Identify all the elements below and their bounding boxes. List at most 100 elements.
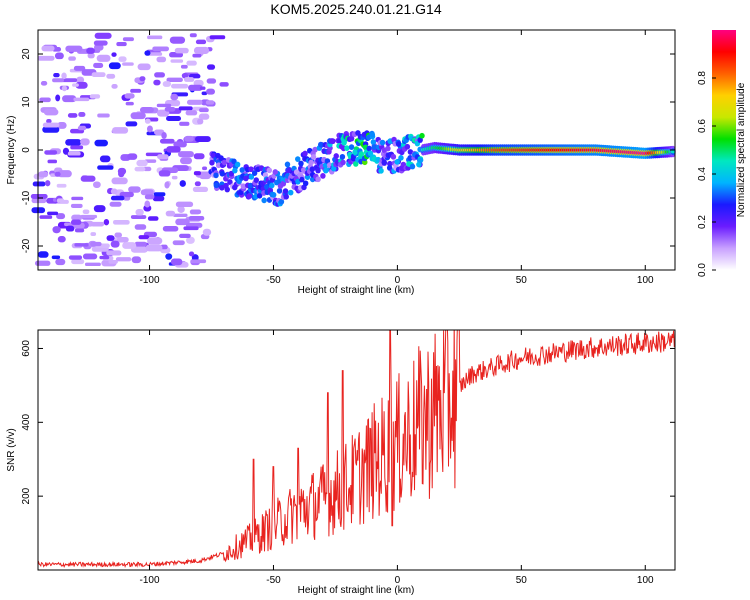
- trace-cell: [215, 162, 222, 169]
- trace-cell: [266, 167, 273, 174]
- noise-cell: [97, 113, 110, 118]
- trace-cell: [333, 153, 339, 159]
- trace-cell: [370, 139, 377, 146]
- noise-cell: [124, 93, 135, 99]
- chart-title: KOM5.2025.240.01.21.G14: [270, 1, 441, 17]
- noise-cell: [162, 81, 172, 87]
- noise-cell: [147, 35, 163, 40]
- noise-cell: [144, 50, 151, 56]
- noise-cell: [41, 45, 55, 52]
- noise-cell: [73, 97, 90, 102]
- noise-cell: [74, 243, 89, 247]
- snr-y-tick-label: 400: [21, 414, 32, 431]
- noise-cell: [170, 93, 179, 101]
- trace-cell: [248, 166, 254, 173]
- noise-cell: [199, 108, 209, 113]
- trace-cell: [283, 193, 289, 200]
- noise-cell: [162, 226, 179, 232]
- trace-cell: [213, 182, 220, 189]
- noise-cell: [156, 56, 167, 63]
- noise-cell: [110, 240, 120, 248]
- noise-cell: [195, 39, 207, 45]
- noise-cell: [144, 200, 151, 208]
- trace-cell: [409, 163, 416, 170]
- noise-cell: [130, 88, 142, 93]
- noise-cell: [71, 196, 84, 201]
- noise-cell: [188, 84, 203, 91]
- trace-cell: [358, 151, 365, 157]
- trace-cell: [395, 141, 402, 147]
- noise-cell: [57, 121, 67, 129]
- noise-cell: [190, 259, 207, 264]
- trace-cell: [227, 179, 233, 185]
- noise-cell: [106, 235, 115, 241]
- noise-cell: [112, 219, 130, 225]
- noise-cell: [43, 108, 59, 116]
- noise-cell: [65, 45, 83, 52]
- noise-cell: [61, 72, 67, 80]
- noise-cell: [180, 64, 188, 69]
- noise-cell: [56, 198, 65, 203]
- noise-cell: [206, 88, 215, 95]
- noise-cell: [147, 216, 159, 221]
- noise-cell: [30, 194, 48, 199]
- noise-cell: [99, 155, 111, 163]
- noise-cell: [193, 171, 202, 176]
- noise-cell: [135, 208, 144, 216]
- noise-cell: [186, 236, 195, 244]
- noise-cell: [68, 56, 76, 61]
- trace-core: [670, 149, 676, 154]
- noise-cell: [70, 219, 82, 225]
- trace-cell: [341, 139, 347, 146]
- noise-cell: [177, 205, 185, 213]
- noise-cell: [172, 240, 185, 246]
- noise-cell: [136, 159, 148, 167]
- spectrogram-y-tick-label: 0: [21, 147, 32, 153]
- noise-cell: [61, 85, 68, 92]
- trace-cell: [419, 132, 425, 139]
- spectrogram-x-ticks: -100 -50 0 50 100: [140, 30, 654, 286]
- trace-cell: [295, 156, 301, 163]
- colorbar-tick-label: 0.6: [697, 119, 708, 133]
- trace-cell: [350, 155, 357, 162]
- noise-cell: [125, 101, 134, 106]
- noise-cell: [154, 72, 165, 78]
- noise-cell: [39, 215, 53, 219]
- trace-cell: [407, 154, 413, 161]
- noise-cell: [184, 135, 194, 142]
- noise-cell: [128, 186, 141, 193]
- snr-y-tick-label: 600: [21, 340, 32, 357]
- noise-cell: [37, 251, 49, 258]
- noise-cell: [76, 76, 85, 84]
- spectrogram-y-ticks: -20 -10 0 10 20: [21, 48, 675, 253]
- trace-cell: [318, 141, 324, 148]
- noise-cell: [156, 103, 172, 108]
- noise-cell: [153, 79, 161, 86]
- noise-cell: [145, 244, 163, 252]
- trace-cell: [387, 160, 393, 167]
- trace-cell: [251, 170, 258, 176]
- noise-cell: [161, 132, 167, 140]
- trace-cell: [284, 161, 291, 168]
- noise-cell: [56, 183, 67, 188]
- trace-cell: [348, 135, 355, 142]
- colorbar-tick-label: 0.4: [697, 167, 708, 181]
- noise-cell: [188, 251, 195, 257]
- trace-cell: [323, 167, 329, 174]
- trace-cell: [298, 160, 304, 167]
- noise-cell: [171, 175, 178, 180]
- noise-cell: [181, 72, 189, 79]
- snr-y-tick-label: 200: [21, 487, 32, 504]
- noise-cell: [192, 186, 209, 193]
- noise-cell: [139, 76, 146, 82]
- noise-cell: [61, 78, 78, 83]
- noise-cell: [82, 253, 98, 260]
- noise-cell: [93, 44, 104, 51]
- noise-cell: [144, 159, 157, 163]
- noise-cell: [199, 86, 206, 90]
- noise-cell: [82, 209, 90, 215]
- noise-cell: [157, 154, 169, 160]
- noise-cell: [111, 83, 118, 89]
- noise-cell: [146, 125, 153, 133]
